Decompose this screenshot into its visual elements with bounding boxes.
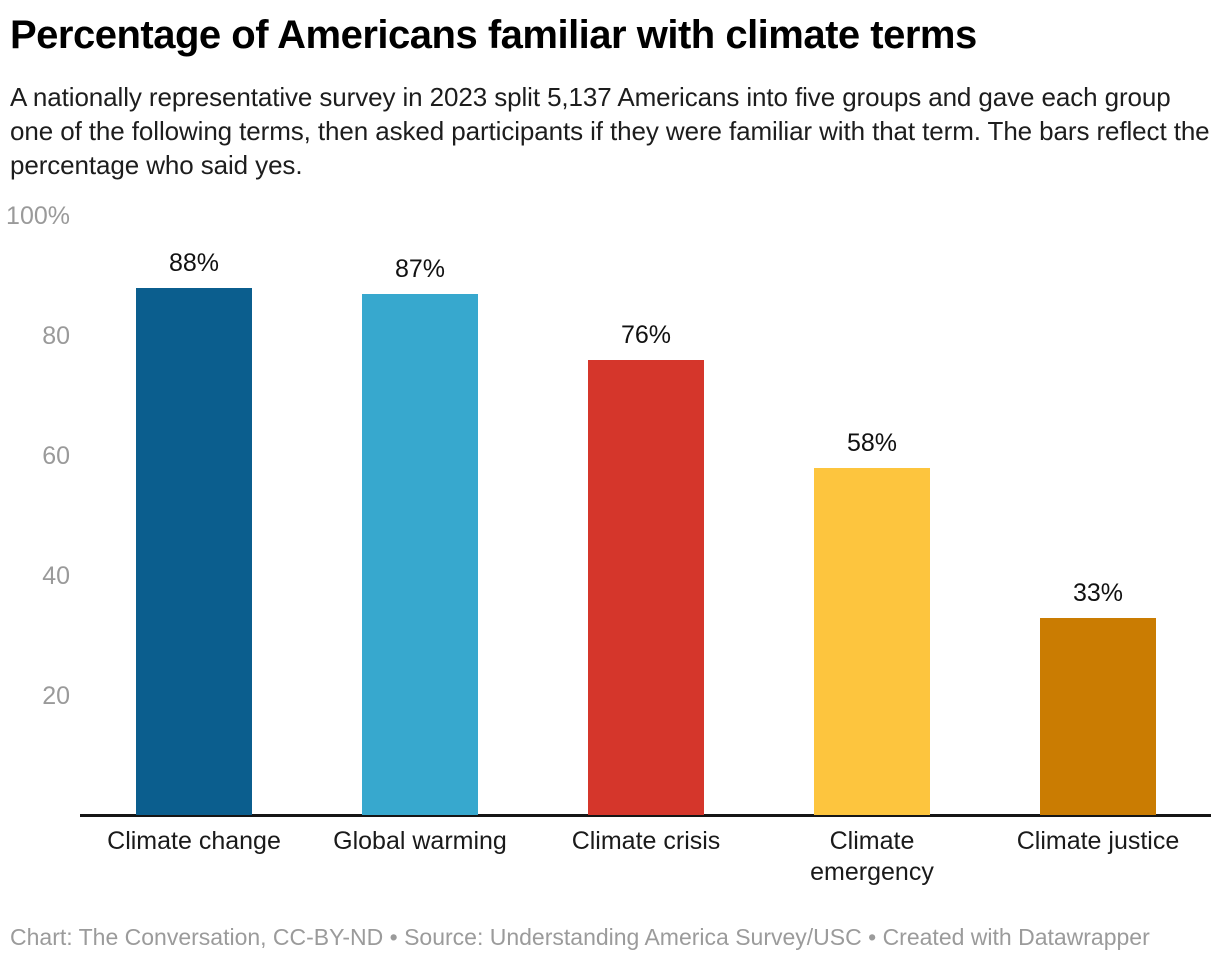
- x-axis-category-label: Global warming: [333, 827, 507, 855]
- y-axis-tick-label: 20: [42, 682, 70, 710]
- bar-value-label: 88%: [168, 249, 220, 277]
- bar-value-label: 87%: [394, 255, 446, 283]
- bar: [1040, 618, 1156, 815]
- x-axis-category-label: Climate crisis: [571, 827, 721, 855]
- bar-value-label: 58%: [846, 429, 898, 457]
- bar-value-label: 76%: [620, 321, 672, 349]
- x-axis-category-label: Climate emergency: [810, 827, 934, 886]
- bar: [136, 288, 252, 815]
- x-axis-category-label: Climate change: [107, 827, 281, 855]
- y-axis-tick-label: 100%: [6, 202, 70, 230]
- x-axis-category-label: Climate justice: [1016, 827, 1180, 855]
- chart-title: Percentage of Americans familiar with cl…: [10, 13, 977, 57]
- y-axis-tick-label: 60: [42, 442, 70, 470]
- bar-value-label: 33%: [1072, 579, 1124, 607]
- bar: [588, 360, 704, 815]
- x-axis-line: [80, 814, 1211, 817]
- y-axis-tick-label: 40: [42, 562, 70, 590]
- y-axis-tick-label: 80: [42, 322, 70, 350]
- chart-attribution: Chart: The Conversation, CC-BY-ND • Sour…: [10, 924, 1150, 950]
- chart-description: A nationally representative survey in 20…: [10, 82, 1210, 180]
- bar: [814, 468, 930, 815]
- bar: [362, 294, 478, 815]
